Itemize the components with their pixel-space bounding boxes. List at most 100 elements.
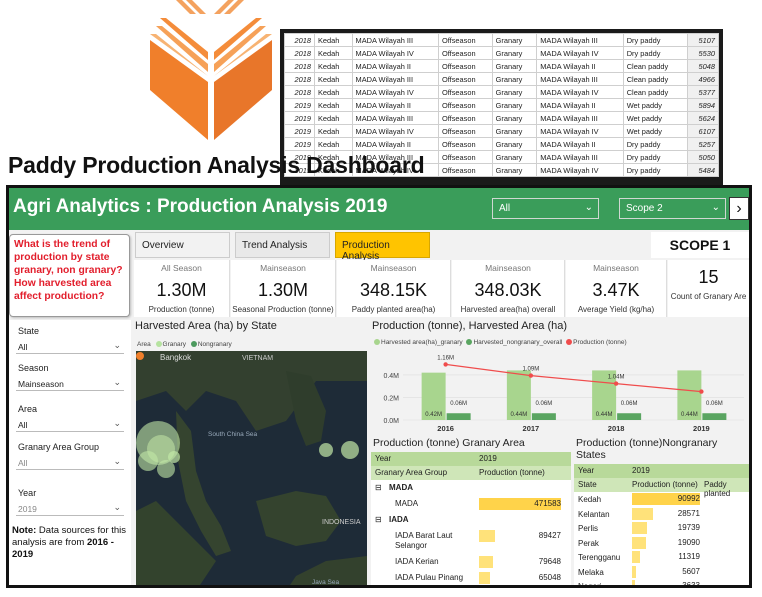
nongranary-column-header: State Production (tonne) Paddy planted — [574, 478, 749, 498]
col-production: Production (tonne) — [479, 468, 545, 477]
dashboard: Agri Analytics : Production Analysis 201… — [6, 185, 752, 588]
nongranary-dot-icon — [190, 341, 197, 348]
spreadsheet-cell: Kedah — [314, 124, 353, 138]
matrix-row-value: 19090 — [677, 537, 700, 547]
granary-year-header: Year 2019 — [371, 452, 571, 466]
chevron-down-icon: ⌄ — [113, 456, 121, 466]
kpi-season: Mainseason — [260, 263, 306, 273]
x-category-label: 2017 — [523, 424, 540, 433]
matrix-row: Kelantan 28571 — [574, 507, 749, 522]
granary-column-header: Granary Area Group Production (tonne) — [371, 466, 571, 480]
matrix-row-value: 65048 — [538, 573, 561, 582]
nongranary-bar — [617, 413, 642, 420]
matrix-row: Negeri 3633 — [574, 579, 749, 585]
map-label-bangkok: Bangkok — [160, 353, 192, 362]
note-prefix: Note: — [12, 525, 37, 536]
dashboard-header: Agri Analytics : Production Analysis 201… — [9, 188, 749, 230]
matrix-row-label: IADA Barat Laut Selangor — [395, 531, 453, 550]
spreadsheet-cell: Dry paddy — [622, 33, 688, 47]
spreadsheet-cell: Kedah — [314, 33, 353, 47]
production-point-label: 1.16M — [437, 355, 454, 361]
spreadsheet-cell: MADA Wilayah II — [351, 59, 440, 73]
all-dropdown[interactable]: All ⌄ — [492, 198, 599, 219]
tab-production-analysis[interactable]: Production Analysis — [335, 232, 430, 262]
nongranary-matrix: Production (tonne)Nongranary States Year… — [574, 434, 749, 585]
y-tick-label: 0.0M — [383, 418, 399, 425]
spreadsheet-cell: MADA Wilayah III — [351, 33, 440, 47]
filter-panel: State All ⌄ Season Mainseason ⌄ Area All… — [9, 320, 131, 585]
matrix-row-label: Melaka — [578, 567, 604, 577]
matrix-row: Perak 19090 — [574, 536, 749, 551]
kpi-card-seasonal-production: Mainseason 1.30M Seasonal Production (to… — [231, 260, 336, 317]
spreadsheet-cell: MADA Wilayah IV — [536, 46, 624, 60]
spreadsheet-cell: Wet paddy — [622, 111, 688, 125]
matrix-row-value: 5607 — [682, 566, 700, 576]
year-header-value: 2019 — [632, 466, 650, 475]
year-filter-select[interactable]: 2019 ⌄ — [16, 500, 124, 516]
spreadsheet-cell: Clean paddy — [622, 59, 688, 73]
matrix-group-row[interactable]: ⊟ MADA — [371, 480, 571, 496]
year-filter-label: Year — [18, 488, 37, 498]
map-legend-granary: Granary — [162, 341, 187, 348]
next-page-button[interactable]: › — [729, 197, 749, 220]
collapse-icon[interactable]: ⊟ — [375, 483, 382, 492]
matrix-row-value: 89427 — [538, 531, 561, 540]
granary-bar — [677, 370, 702, 420]
spreadsheet-cell: Dry paddy — [622, 137, 688, 151]
state-filter-select[interactable]: All ⌄ — [16, 338, 124, 354]
spreadsheet-cell: 5257 — [686, 137, 720, 151]
spreadsheet-cell: 4966 — [686, 72, 720, 86]
data-source-note: Note: Data sources for this analysis are… — [12, 525, 130, 561]
production-line — [445, 363, 702, 393]
kpi-card-granary-count: 15 Count of Granary Are — [668, 260, 749, 317]
spreadsheet-cell: Offseason — [438, 98, 493, 112]
col-paddy-planted: Paddy planted — [704, 480, 731, 498]
chart-title: Production (tonne), Harvested Area (ha) — [372, 320, 568, 332]
scope-dropdown[interactable]: Scope 2 ⌄ — [619, 198, 726, 219]
matrix-row: IADA Barat Laut Selangor 89427 — [371, 528, 571, 554]
harvested-area-map[interactable]: Bangkok VIETNAM South China Sea INDONESI… — [136, 351, 367, 585]
matrix-row: MADA 471583 — [371, 496, 571, 512]
granary-bar — [506, 370, 531, 420]
matrix-row: Perlis 19739 — [574, 521, 749, 536]
map-legend-nongranary: Nongranary — [197, 341, 232, 348]
nongranary-bar — [446, 413, 471, 420]
tab-trend-analysis[interactable]: Trend Analysis — [235, 232, 330, 258]
matrix-group-row[interactable]: ⊟ IADA — [371, 512, 571, 528]
matrix-data-bar — [632, 507, 654, 520]
matrix-row-label: Terengganu — [578, 553, 621, 562]
spreadsheet-cell: Granary — [491, 98, 538, 112]
collapse-icon[interactable]: ⊟ — [375, 515, 382, 524]
spreadsheet-cell: 5530 — [686, 46, 720, 60]
kpi-value: 348.03K — [474, 280, 542, 300]
granary-bar-label: 0.44M — [596, 412, 613, 418]
spreadsheet-cell: Wet paddy — [622, 98, 688, 112]
matrix-row-value: 90992 — [677, 494, 700, 503]
page-title: Paddy Production Analysis Dashboard — [8, 152, 425, 178]
spreadsheet-cell: Offseason — [438, 150, 493, 164]
production-point-label: 1.04M — [608, 375, 625, 381]
spreadsheet-cell: 2019 — [284, 124, 315, 138]
spreadsheet-row: 2019 Kedah MADA Wilayah III Offseason Granar… — [284, 111, 720, 125]
granary-group-filter-select[interactable]: All ⌄ — [16, 454, 124, 470]
spreadsheet-row: 2019 Kedah MADA Wilayah II Offseason Granary… — [284, 137, 720, 151]
spreadsheet-cell: Granary — [491, 33, 538, 47]
y-tick-label: 0.2M — [383, 395, 399, 402]
kpi-card-planted-area: Mainseason 348.15K Paddy planted area(ha… — [337, 260, 451, 317]
matrix-data-bar — [632, 536, 647, 549]
spreadsheet-cell: MADA Wilayah III — [536, 150, 624, 164]
legend-series-production: Production (tonne) — [573, 339, 627, 346]
matrix-data-bar — [479, 530, 495, 542]
spreadsheet-cell: Kedah — [314, 98, 353, 112]
map-svg: Bangkok VIETNAM South China Sea INDONESI… — [136, 351, 367, 585]
kpi-value: 15 — [698, 267, 719, 287]
spreadsheet-cell: Offseason — [438, 124, 493, 138]
tab-overview[interactable]: Overview — [135, 232, 230, 258]
spreadsheet-cell: Dry paddy — [622, 46, 688, 60]
season-filter-select[interactable]: Mainseason ⌄ — [16, 375, 124, 391]
spreadsheet-cell: 2019 — [284, 137, 315, 151]
spreadsheet-cell: 5377 — [686, 85, 720, 99]
kpi-season: Mainseason — [485, 263, 531, 273]
spreadsheet-cell: 5048 — [686, 59, 720, 73]
area-filter-select[interactable]: All ⌄ — [16, 416, 124, 432]
